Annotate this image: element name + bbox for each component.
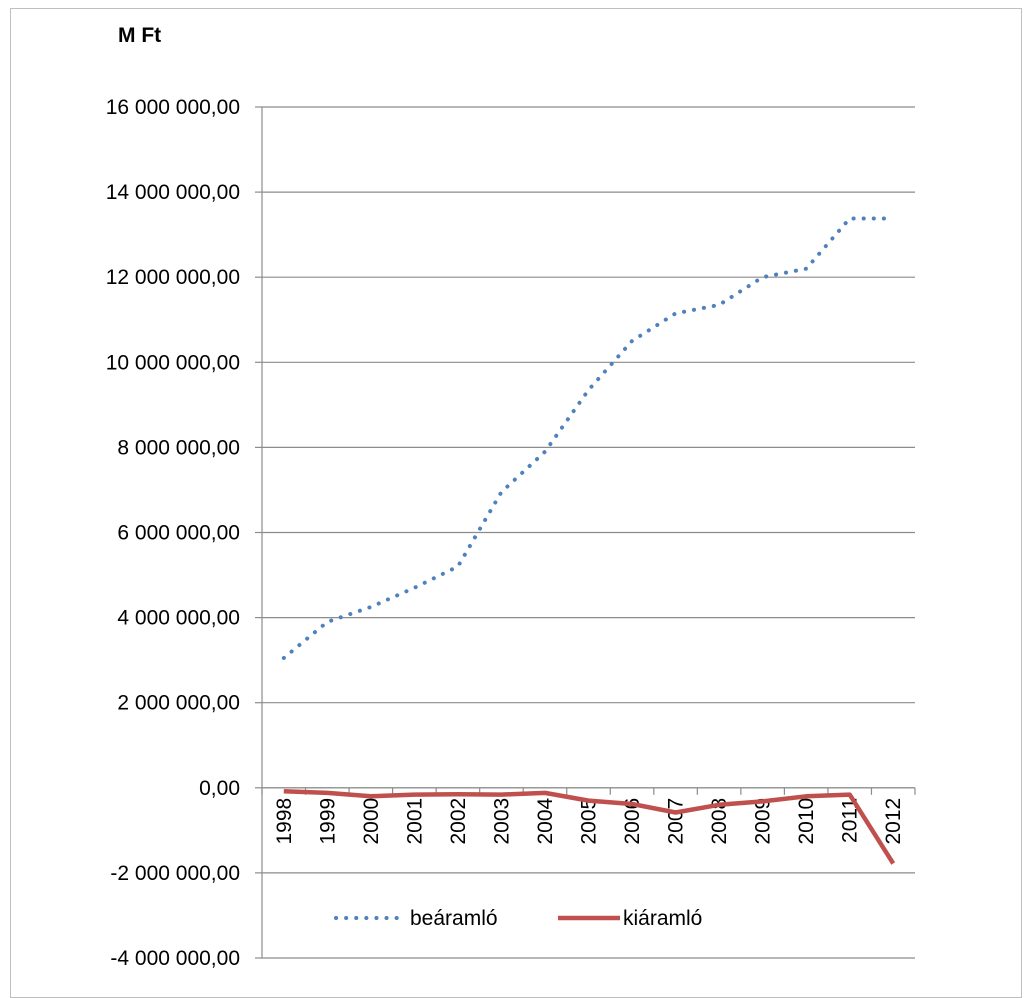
y-tick-label: 4 000 000,00 (117, 607, 240, 630)
x-tick-label: 2009 (752, 798, 775, 845)
y-axis-tick-labels: -4 000 000,00 -2 000 000,00 0,00 2 000 000,… (106, 96, 240, 970)
series-lines (284, 218, 894, 863)
x-tick-label: 2004 (534, 797, 557, 844)
y-tick-label: 8 000 000,00 (117, 436, 240, 459)
y-tick-label: -2 000 000,00 (110, 862, 240, 885)
y-tick-label: 10 000 000,00 (106, 351, 240, 374)
x-tick-label: 2000 (360, 798, 383, 845)
x-tick-label: 1999 (316, 798, 339, 845)
x-tick-label: 2005 (578, 798, 601, 845)
y-tick-label: 2 000 000,00 (117, 692, 240, 715)
x-tick-label: 2002 (447, 798, 470, 845)
x-tick-label: 2010 (795, 798, 818, 845)
y-tick-label: 16 000 000,00 (106, 96, 240, 119)
y-tick-label: 0,00 (199, 777, 240, 800)
y-tick-label: 14 000 000,00 (106, 181, 240, 204)
y-tick-label: 12 000 000,00 (106, 266, 240, 289)
y-tick-label: -4 000 000,00 (110, 947, 240, 970)
y-axis-unit-label: M Ft (118, 24, 161, 47)
x-tick-label: 2003 (490, 798, 513, 845)
series-line-beáramló (284, 219, 893, 659)
y-tick-label: 6 000 000,00 (117, 522, 240, 545)
x-tick-label: 2012 (882, 798, 905, 845)
legend-label: beáramló (410, 907, 498, 930)
x-tick-label: 2001 (403, 798, 426, 845)
x-tick-label: 2007 (665, 798, 688, 845)
x-tick-label: 1998 (273, 798, 296, 845)
legend: beáramló kiáramló (336, 907, 702, 930)
legend-label: kiáramló (623, 907, 702, 930)
